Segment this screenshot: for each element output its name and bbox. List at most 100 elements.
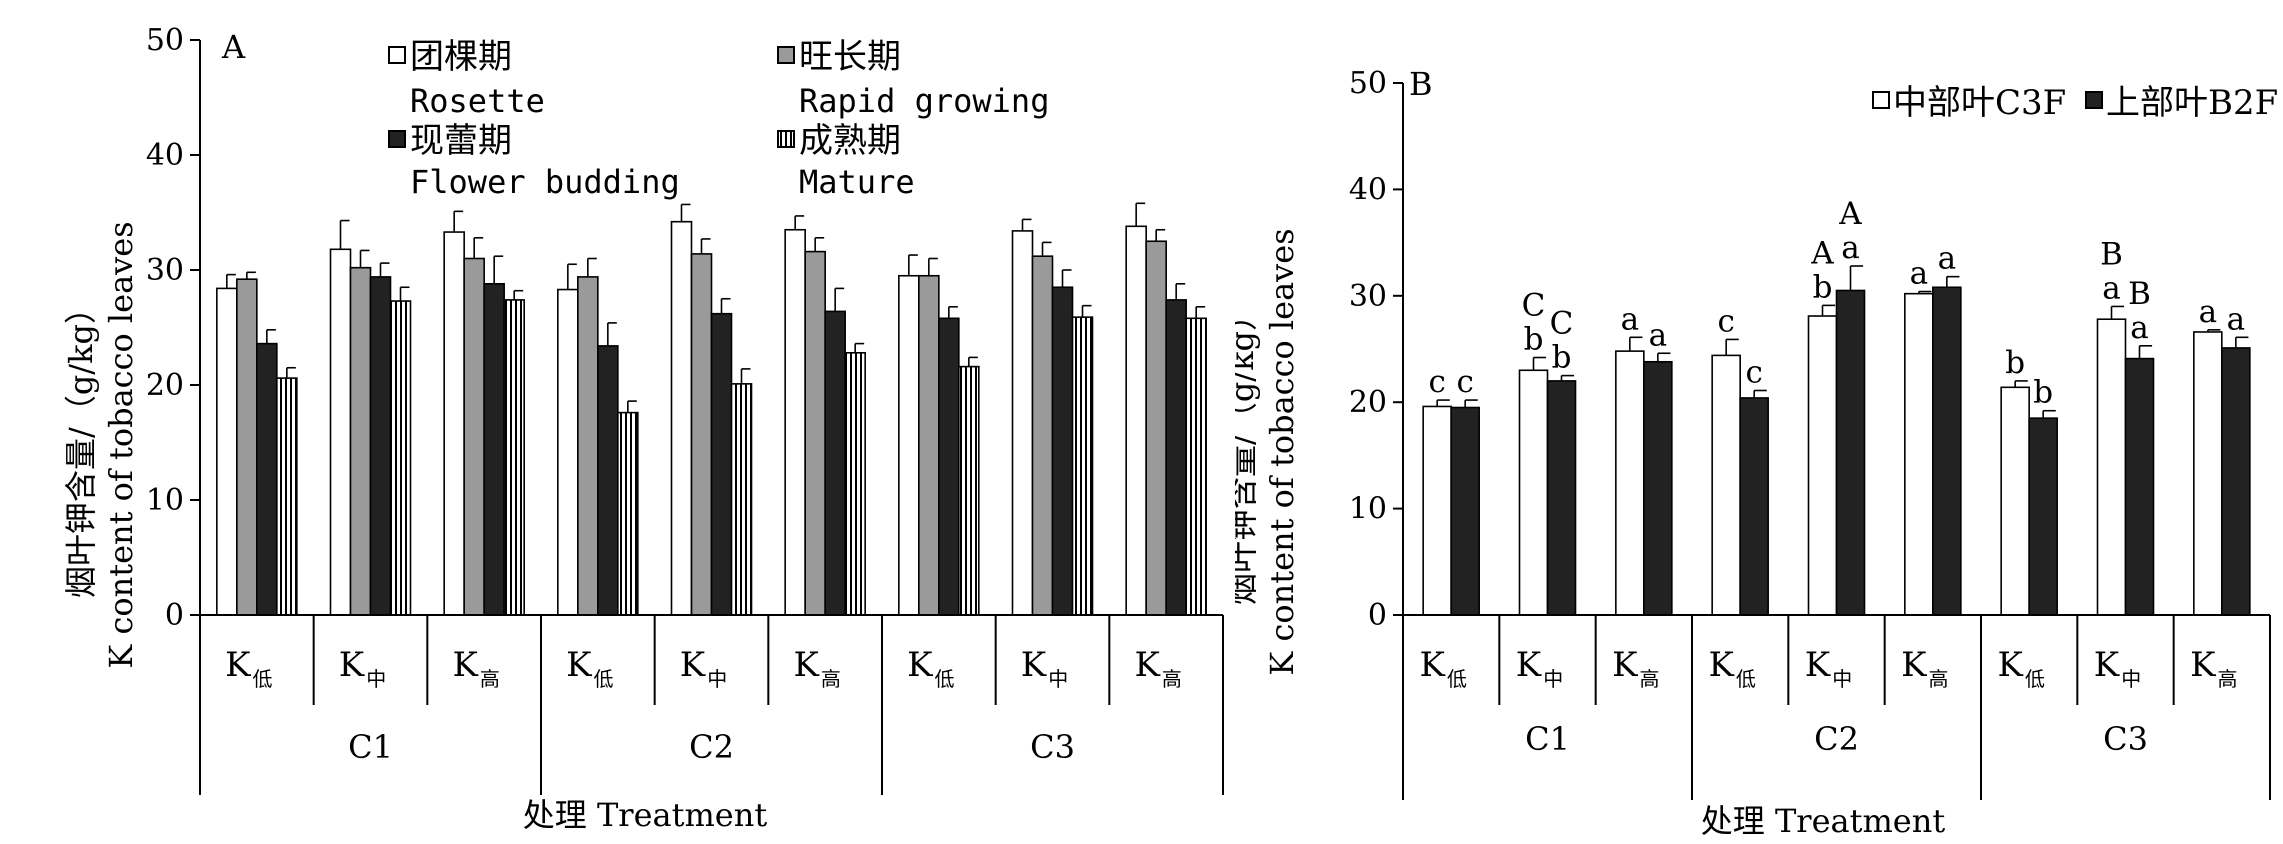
x-group-label: C3 — [1030, 728, 1075, 766]
bar — [2000, 386, 2030, 616]
significance-label: b — [1813, 269, 1833, 305]
bar — [710, 312, 733, 616]
x-axis-title: 处理 Treatment — [523, 796, 768, 834]
y-tick-label: 50 — [146, 23, 184, 58]
significance-label: b — [1524, 322, 1544, 358]
legend-swatch-middle-leaf — [1872, 91, 1890, 109]
bar — [1546, 380, 1577, 616]
bar — [1450, 406, 1480, 616]
significance-label: a — [2227, 301, 2245, 337]
bar — [1071, 316, 1094, 616]
significance-label: a — [1649, 317, 1667, 353]
x-group-label: C2 — [689, 728, 734, 766]
legend-swatch-rosette — [388, 46, 406, 64]
bar — [918, 274, 940, 616]
bar — [670, 220, 693, 616]
bar — [1051, 286, 1074, 616]
y-axis-title: 烟叶钾含量/（g/kg） K content of tobacco leaves — [1235, 228, 1301, 675]
legend-swatch-budding — [388, 130, 406, 148]
legend-label-mature-cn: 成熟期 — [799, 121, 901, 161]
y-tick-label: 40 — [146, 138, 184, 173]
bar — [824, 310, 846, 616]
bar — [1165, 299, 1187, 616]
x-category-label: K低 — [1708, 645, 1755, 691]
axes — [199, 40, 1224, 795]
bar — [483, 282, 505, 616]
legend: 中部叶C3F 上部叶B2F — [1872, 83, 2278, 123]
bar — [730, 383, 753, 616]
y-tick-label: 10 — [1349, 492, 1387, 527]
y-axis-title-en: K content of tobacco leaves — [1263, 228, 1301, 675]
significance-label: a — [1938, 241, 1956, 277]
bar — [2221, 347, 2251, 616]
chart-a: 0 10 20 30 40 50 K低 K 中 K 高 K 低 K 中 K 高 K 低 K 中 K 高 C1 C2 C3 A 烟… — [62, 23, 1224, 834]
significance-label: C — [1550, 306, 1574, 342]
bar — [1739, 397, 1769, 616]
legend-label-upper-leaf: 上部叶B2F — [2106, 83, 2278, 123]
bar — [1145, 240, 1167, 616]
bar — [1932, 286, 1962, 616]
bar — [1185, 317, 1207, 616]
legend-label-rapid-cn: 旺长期 — [799, 37, 901, 77]
bar — [349, 266, 372, 616]
y-axis-title-cn: 烟叶钾含量/（g/kg） — [62, 292, 100, 598]
bar — [1615, 350, 1645, 616]
y-axis-title-cn: 烟叶钾含量/（g/kg） — [1235, 299, 1261, 605]
x-group-label: C2 — [1814, 720, 1859, 758]
significance-label: c — [1428, 364, 1445, 400]
bar — [1031, 255, 1054, 616]
bar — [216, 287, 238, 616]
y-axis-title-en: K content of tobacco leaves — [102, 221, 140, 668]
significance-label: b — [2033, 375, 2053, 411]
axes — [1402, 83, 2271, 800]
y-tick-label: 30 — [1349, 279, 1387, 314]
legend-label-rapid-en: Rapid growing — [799, 82, 1049, 120]
bar — [784, 228, 806, 616]
bar — [958, 365, 980, 616]
bar — [1711, 354, 1741, 616]
bar — [2028, 417, 2058, 616]
y-tick-label: 0 — [165, 598, 184, 633]
bar — [369, 276, 392, 616]
bar — [2193, 331, 2223, 616]
significance-label: a — [2102, 270, 2120, 306]
legend-label-mature-en: Mature — [799, 163, 915, 201]
bar — [256, 342, 278, 616]
bar — [938, 317, 960, 616]
legend-label-rosette-cn: 团棵期 — [410, 37, 512, 77]
y-tick-label: 10 — [146, 483, 184, 518]
legend-label-budding-cn: 现蕾期 — [410, 121, 512, 161]
bar — [2124, 357, 2155, 616]
y-axis-title: 烟叶钾含量/（g/kg） K content of tobacco leaves — [62, 221, 140, 668]
significance-label: A — [1810, 235, 1834, 271]
significance-label: b — [2005, 345, 2025, 381]
legend: 团棵期 Rosette 旺长期 Rapid growing 现蕾期 Flower… — [388, 37, 1049, 201]
y-tick-label: 20 — [146, 368, 184, 403]
x-group-label: C1 — [348, 728, 393, 766]
bar — [463, 257, 485, 616]
bar — [577, 276, 599, 616]
significance-label: c — [1456, 364, 1473, 400]
bar — [844, 351, 866, 616]
bar — [276, 377, 298, 616]
bar — [690, 253, 713, 616]
significance-label: a — [1841, 230, 1859, 266]
y-tick-label: 40 — [1349, 172, 1387, 207]
bar — [597, 345, 619, 616]
y-tick-label: 20 — [1349, 385, 1387, 420]
significance-label: c — [1745, 354, 1762, 390]
bar — [1643, 360, 1673, 616]
